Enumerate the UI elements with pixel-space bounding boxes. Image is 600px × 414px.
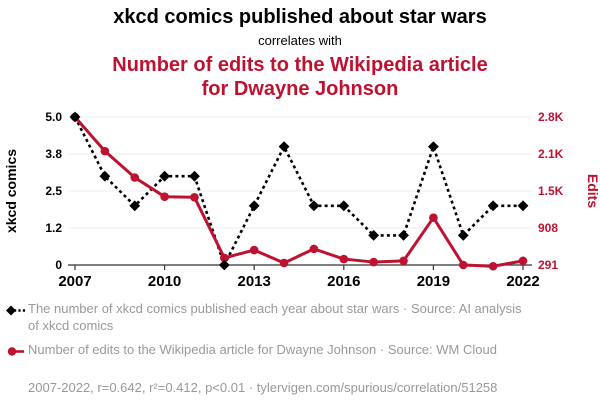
x-axis-tick-label: 2022 <box>506 273 539 290</box>
right-axis-tick: 2.8K <box>538 110 564 124</box>
red-circle-solid-icon <box>6 341 28 362</box>
edits-data-point <box>130 173 140 182</box>
edits-data-point <box>279 258 289 268</box>
left-axis-tick: 5.0 <box>45 110 62 124</box>
edits-data-point <box>399 256 408 266</box>
xkcd-data-point <box>308 200 320 212</box>
left-axis-tick: 0 <box>55 258 62 272</box>
legend-item-xkcd: The number of xkcd comics published each… <box>6 300 581 334</box>
x-axis-tick-label: 2010 <box>148 273 181 290</box>
x-axis-tick-label: 2016 <box>327 273 360 290</box>
right-axis-tick: 1.5K <box>538 184 564 198</box>
left-axis-tick: 1.2 <box>45 221 62 235</box>
right-axis-tick: 291 <box>538 258 558 272</box>
xkcd-data-point <box>278 141 290 152</box>
left-axis-tick: 2.5 <box>45 184 62 198</box>
correlates-with-label: correlates with <box>258 33 342 48</box>
edits-data-point <box>190 192 199 202</box>
secondary-title: Number of edits to the Wikipedia article… <box>112 54 488 100</box>
xkcd-data-point <box>99 170 111 182</box>
legend-label-edits: Number of edits to the Wikipedia article… <box>28 342 497 357</box>
left-axis-tick: 3.8 <box>45 147 62 161</box>
legend-label-xkcd: The number of xkcd comics published each… <box>28 301 522 333</box>
xkcd-data-point <box>218 259 230 271</box>
stats-and-source-line: 2007-2022, r=0.642, r²=0.412, p<0.01 · t… <box>28 380 498 395</box>
x-axis-tick-label: 2007 <box>58 273 91 290</box>
edits-data-point <box>339 254 349 264</box>
page-title: xkcd comics published about star wars <box>113 6 487 28</box>
right-axis-title: Edits <box>585 174 600 208</box>
edits-data-point <box>518 256 528 266</box>
xkcd-data-point <box>368 230 380 241</box>
xkcd-data-point <box>189 170 200 182</box>
xkcd-series-line <box>73 116 523 269</box>
edits-data-point <box>100 146 110 156</box>
xkcd-data-point <box>69 111 81 123</box>
xkcd-data-point <box>129 200 141 212</box>
xkcd-data-point <box>398 230 409 241</box>
left-axis-title: xkcd comics <box>3 149 19 233</box>
xkcd-data-point <box>248 200 260 212</box>
edits-data-point <box>160 192 169 201</box>
x-axis-tick-label: 2013 <box>238 273 271 290</box>
xkcd-data-point <box>159 170 170 182</box>
correlation-chart: 5.0 291 3.8 908 2.5 1.5K 1.2 2.1K 0 2.8K 2007 2010 2… <box>3 110 600 290</box>
edits-data-point <box>429 213 438 222</box>
black-diamond-dashed-icon <box>6 300 28 321</box>
xkcd-data-point <box>457 230 469 241</box>
edits-data-point <box>369 257 378 267</box>
legend: The number of xkcd comics published each… <box>6 300 581 369</box>
right-axis-tick: 908 <box>538 221 558 235</box>
legend-item-edits: Number of edits to the Wikipedia article… <box>6 341 581 362</box>
edits-data-point <box>458 260 468 270</box>
edits-series-line <box>73 116 524 268</box>
xkcd-data-point <box>517 200 529 212</box>
right-axis-tick: 2.1K <box>538 147 564 161</box>
x-axis-tick-label: 2019 <box>417 273 450 290</box>
edits-data-point <box>309 244 319 254</box>
edits-data-point <box>488 261 498 271</box>
edits-data-point <box>249 245 259 255</box>
edits-data-point <box>220 253 229 263</box>
xkcd-data-point <box>487 200 499 212</box>
chart-area: 5.0 291 3.8 908 2.5 1.5K 1.2 2.1K 0 2.8K 2007 2010 2… <box>0 104 600 296</box>
chart-header: xkcd comics published about star wars co… <box>0 0 600 101</box>
xkcd-data-point <box>338 200 350 212</box>
xkcd-data-point <box>428 141 439 152</box>
